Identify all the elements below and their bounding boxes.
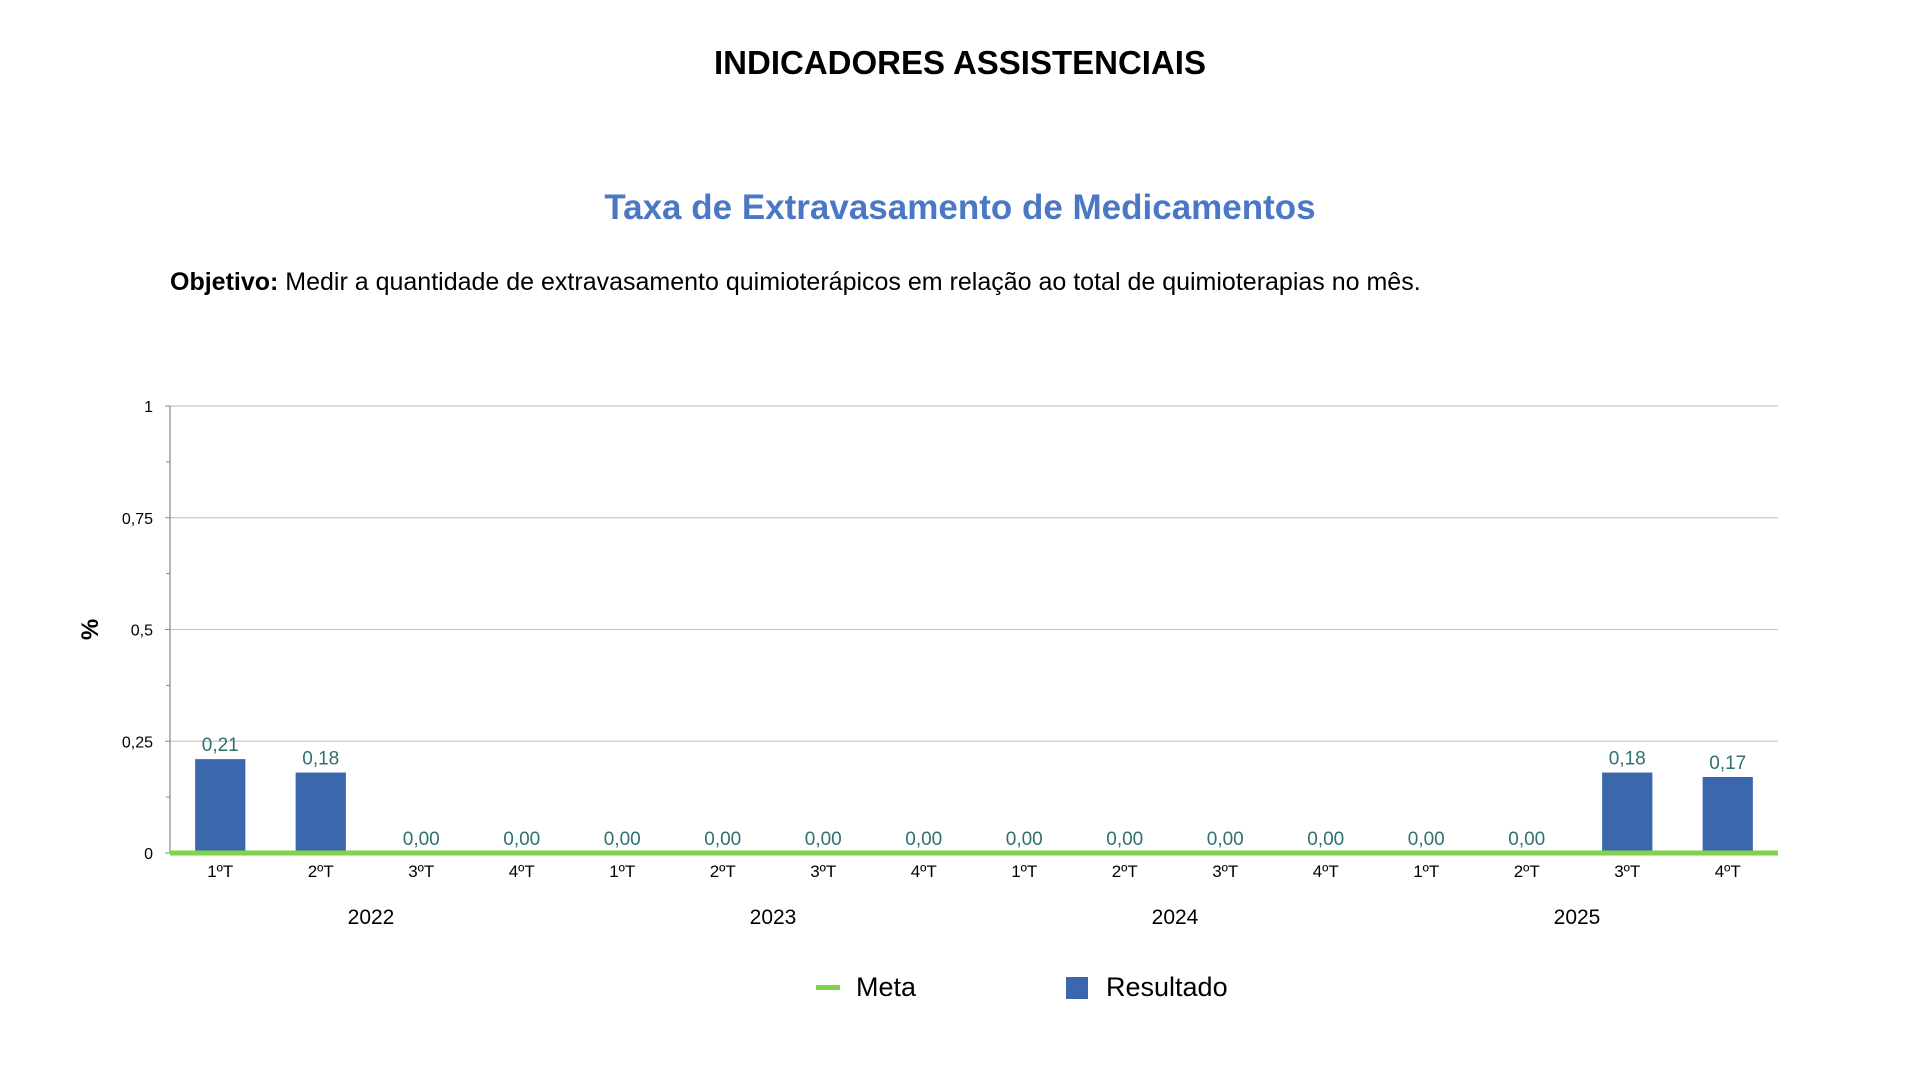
y-tick-label: 0,5 [131, 623, 153, 640]
legend-item-meta: Meta [816, 972, 916, 1003]
data-label: 0,00 [905, 829, 942, 850]
bar [1602, 772, 1653, 853]
y-tick-label: 1 [144, 399, 153, 416]
page-title: INDICADORES ASSISTENCIAIS [713, 44, 1206, 81]
resultado-bar-swatch [1066, 976, 1088, 999]
bar [195, 759, 246, 853]
x-group-label: 2022 [348, 906, 395, 929]
data-label: 0,18 [302, 749, 339, 770]
y-axis-label: % [77, 619, 104, 640]
x-tick-label: 1ºT [609, 862, 635, 881]
x-tick-label: 2ºT [1514, 862, 1540, 881]
data-label: 0,00 [403, 829, 440, 850]
objective-text: Objetivo: Medir a quantidade de extravas… [170, 268, 1421, 297]
objective-description: Medir a quantidade de extravasamento qui… [278, 268, 1421, 296]
objective-label: Objetivo: [170, 268, 279, 296]
x-tick-label: 1ºT [1413, 862, 1439, 881]
x-tick-label: 2ºT [1112, 862, 1138, 881]
data-label: 0,00 [1307, 829, 1344, 850]
data-label: 0,00 [1207, 829, 1244, 850]
x-tick-label: 3ºT [408, 862, 434, 881]
x-tick-label: 4ºT [1313, 862, 1339, 881]
data-label: 0,00 [704, 829, 741, 850]
x-group-label: 2024 [1152, 906, 1199, 929]
x-tick-label: 4ºT [1715, 862, 1741, 881]
y-tick-label: 0,75 [122, 511, 153, 528]
legend-label-meta: Meta [856, 972, 917, 1002]
x-tick-label: 1ºT [207, 862, 233, 881]
chart-title: Taxa de Extravasamento de Medicamentos [604, 188, 1316, 227]
data-label: 0,00 [1106, 829, 1143, 850]
chart-legend: Meta Resultado [0, 972, 1920, 1012]
x-tick-label: 2ºT [308, 862, 334, 881]
x-tick-label: 3ºT [1614, 862, 1640, 881]
legend-label-resultado: Resultado [1106, 972, 1228, 1002]
data-label: 0,21 [202, 735, 239, 756]
data-label: 0,00 [1006, 829, 1043, 850]
x-tick-label: 4ºT [911, 862, 937, 881]
x-group-label: 2023 [750, 906, 797, 929]
x-tick-label: 2ºT [710, 862, 736, 881]
data-label: 0,00 [604, 829, 641, 850]
y-tick-label: 0,25 [122, 734, 153, 751]
x-group-label: 2025 [1554, 906, 1601, 929]
data-label: 0,00 [503, 829, 540, 850]
meta-line-swatch [816, 985, 840, 990]
data-label: 0,00 [805, 829, 842, 850]
bar [295, 772, 346, 853]
y-tick-label: 0 [144, 846, 153, 863]
x-tick-label: 3ºT [1212, 862, 1238, 881]
x-tick-label: 4ºT [509, 862, 535, 881]
data-label: 0,18 [1609, 749, 1646, 770]
x-tick-label: 3ºT [810, 862, 836, 881]
data-label: 0,00 [1408, 829, 1445, 850]
data-label: 0,00 [1508, 829, 1545, 850]
legend-item-resultado: Resultado [1066, 972, 1228, 1003]
bar [1702, 777, 1753, 853]
data-label: 0,17 [1709, 753, 1746, 774]
x-tick-label: 1ºT [1011, 862, 1037, 881]
